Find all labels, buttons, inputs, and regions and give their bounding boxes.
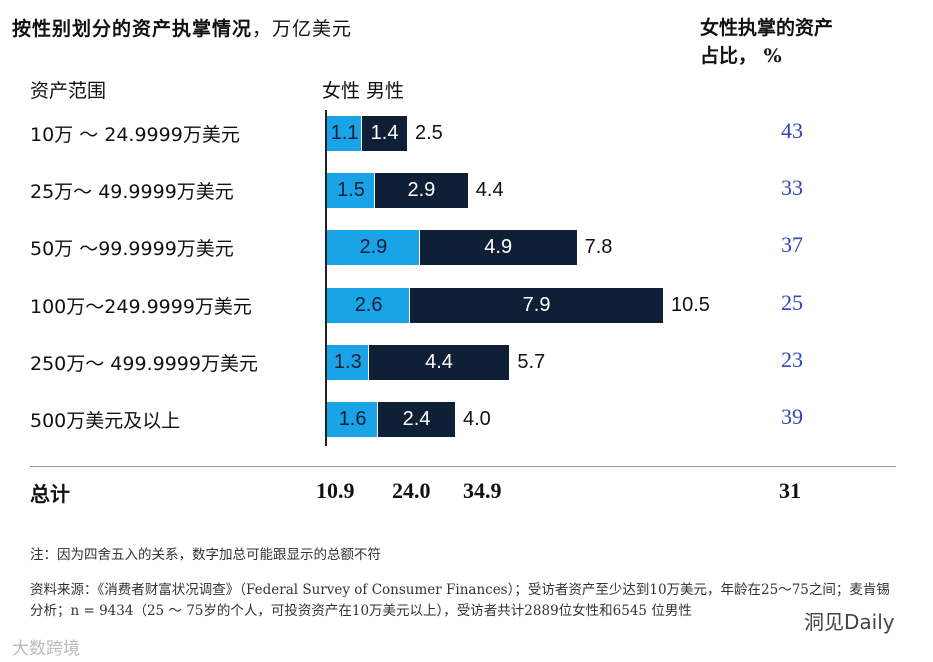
bar-total-label: 5.7 bbox=[517, 350, 546, 373]
bar-male-label: 4.4 bbox=[425, 350, 453, 373]
bar-female bbox=[327, 173, 374, 209]
chart-title: 按性别划分的资产执掌情况，万亿美元 bbox=[12, 14, 352, 41]
bar-female bbox=[327, 344, 368, 380]
gender-legend: 女性 男性 bbox=[322, 80, 405, 102]
bar-male bbox=[362, 116, 407, 151]
share-header-line1: 女性执掌的资产 bbox=[700, 17, 834, 39]
bar-female bbox=[327, 402, 378, 437]
total-female: 10.9 bbox=[316, 478, 355, 503]
chart-title-unit: ，万亿美元 bbox=[252, 18, 353, 40]
row-label: 10万 ～ 24.9999万美元 bbox=[30, 124, 240, 146]
total-male: 24.0 bbox=[392, 478, 431, 503]
source-note: 资料来源：《消费者财富状况调查》（Federal Survey of Consu… bbox=[30, 582, 890, 619]
bar-female-label: 2.9 bbox=[359, 236, 388, 259]
row-label: 250万～ 499.9999万美元 bbox=[30, 352, 258, 375]
row-label: 50万 ～99.9999万美元 bbox=[30, 238, 234, 261]
chart-title-main: 按性别划分的资产执掌情况 bbox=[12, 18, 253, 40]
female-share-value: 25 bbox=[781, 289, 803, 315]
bar-female bbox=[327, 287, 410, 323]
bar-total-label: 7.8 bbox=[584, 236, 613, 259]
chart-axis bbox=[325, 110, 327, 446]
bar-total-label: 4.4 bbox=[475, 179, 504, 202]
row-label: 100万～249.9999万美元 bbox=[30, 295, 252, 318]
bar-total-label: 10.5 bbox=[671, 293, 710, 316]
bar-female-label: 1.3 bbox=[333, 350, 362, 373]
bar-male bbox=[368, 344, 510, 380]
bar-total-label: 2.5 bbox=[415, 122, 443, 144]
watermark-left: 大数跨境 bbox=[12, 639, 80, 659]
bar-female-label: 1.5 bbox=[337, 179, 365, 202]
bar-female-label: 2.6 bbox=[354, 293, 383, 316]
bar-male bbox=[419, 230, 577, 266]
total-divider bbox=[30, 466, 896, 467]
female-share-value: 23 bbox=[781, 346, 803, 372]
female-share-value: 37 bbox=[781, 232, 803, 258]
row-label: 25万～ 49.9999万美元 bbox=[30, 181, 234, 204]
bar-female bbox=[327, 230, 419, 266]
bar-male bbox=[378, 402, 455, 437]
bar-male-label: 4.9 bbox=[484, 236, 513, 259]
female-share-value: 43 bbox=[781, 118, 803, 143]
bar-female-label: 1.6 bbox=[338, 408, 367, 430]
bar-male-label: 2.9 bbox=[407, 179, 436, 202]
row-label: 500万美元及以上 bbox=[30, 410, 181, 432]
share-header: 女性执掌的资产 占比， % bbox=[700, 14, 833, 70]
share-header-line2: 占比， % bbox=[700, 45, 782, 67]
bar-male-label: 7.9 bbox=[522, 293, 551, 316]
bar-male-label: 1.4 bbox=[370, 122, 399, 144]
female-share-value: 39 bbox=[781, 404, 803, 429]
range-column-header: 资产范围 bbox=[30, 80, 107, 102]
total-all: 34.9 bbox=[463, 478, 502, 503]
total-label: 总计 bbox=[30, 482, 70, 506]
bar-male-label: 2.4 bbox=[402, 408, 431, 430]
bar-female bbox=[327, 116, 362, 151]
footnote: 注：因为四舍五入的关系，数字加总可能跟显示的总额不符 bbox=[30, 547, 381, 563]
bar-total-label: 4.0 bbox=[463, 408, 491, 430]
total-share: 31 bbox=[779, 478, 801, 503]
bar-male bbox=[375, 173, 468, 209]
female-share-value: 33 bbox=[781, 175, 803, 201]
bar-female-label: 1.1 bbox=[330, 122, 359, 144]
bar-male bbox=[410, 287, 663, 323]
watermark-right: 洞见Daily bbox=[800, 606, 899, 635]
